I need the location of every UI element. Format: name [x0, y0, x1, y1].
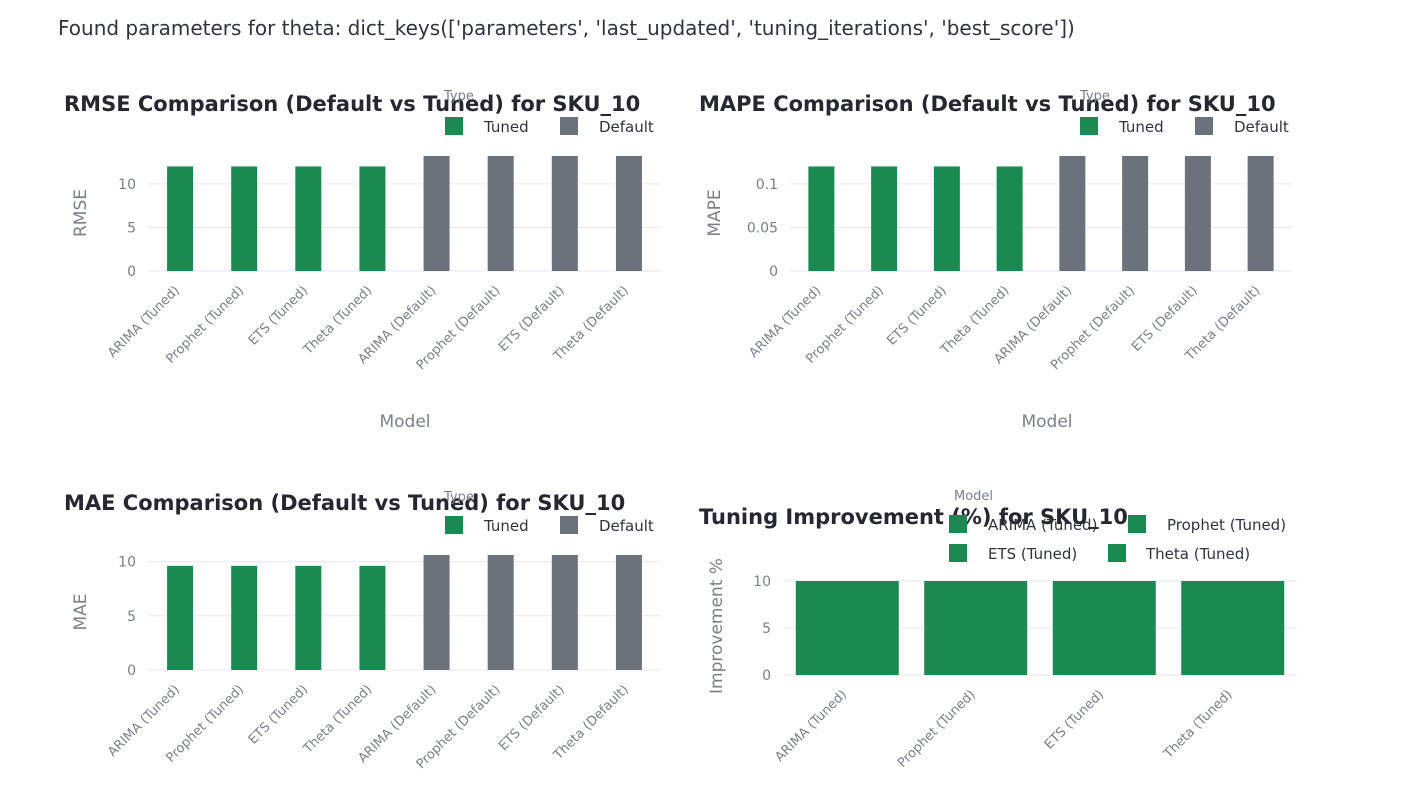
- x-tick-label: ETS (Default): [496, 682, 568, 754]
- y-tick-label: 0.05: [747, 220, 778, 236]
- bar: [167, 166, 194, 271]
- x-tick-label: ETS (Tuned): [246, 283, 311, 348]
- chart-title: MAPE Comparison (Default vs Tuned) for S…: [699, 92, 1276, 116]
- bar: [996, 166, 1023, 271]
- bar: [871, 166, 898, 271]
- y-tick-label: 10: [753, 574, 771, 590]
- x-tick-label: Theta (Tuned): [1160, 687, 1235, 762]
- bar: [423, 156, 450, 271]
- y-tick-label: 5: [762, 621, 771, 637]
- legend-label: Tuned: [483, 517, 529, 535]
- legend-title: Type: [1079, 89, 1110, 104]
- bar: [423, 555, 450, 670]
- legend-swatch: [1108, 544, 1126, 562]
- chart-title: RMSE Comparison (Default vs Tuned) for S…: [64, 92, 640, 116]
- legend-swatch: [445, 117, 463, 135]
- bar: [924, 581, 1028, 675]
- legend-label: Theta (Tuned): [1145, 545, 1250, 563]
- legend-title: Type: [443, 490, 474, 505]
- legend-swatch: [560, 516, 578, 534]
- bar: [808, 166, 835, 271]
- legend-label: Prophet (Tuned): [1167, 516, 1286, 534]
- bar: [933, 166, 960, 271]
- chart-title: Tuning Improvement (%) for SKU_10: [699, 505, 1128, 529]
- legend-label: Tuned: [483, 118, 529, 136]
- legend-title: Model: [954, 489, 993, 504]
- legend-swatch: [1128, 515, 1146, 533]
- x-tick-label: ETS (Tuned): [884, 283, 949, 348]
- legend-label: Default: [1234, 118, 1289, 136]
- bar: [487, 156, 514, 271]
- bar: [1052, 581, 1156, 675]
- y-tick-label: 0: [762, 668, 771, 684]
- legend-swatch: [949, 515, 967, 533]
- x-tick-label: ETS (Default): [1129, 283, 1201, 355]
- y-axis-title: MAE: [71, 593, 91, 630]
- y-axis-title: Improvement %: [707, 558, 727, 694]
- bar: [1059, 156, 1086, 271]
- legend-swatch: [1195, 117, 1213, 135]
- x-axis-title: Model: [1021, 412, 1072, 432]
- y-tick-label: 0: [127, 663, 136, 679]
- legend-swatch: [445, 516, 463, 534]
- x-tick-label: ARIMA (Tuned): [772, 687, 850, 765]
- x-tick-label: ETS (Tuned): [1042, 687, 1107, 752]
- y-tick-label: 0.1: [756, 177, 778, 193]
- bar: [795, 581, 899, 675]
- x-tick-label: Prophet (Tuned): [895, 687, 979, 771]
- legend-label: Default: [599, 118, 654, 136]
- x-tick-label: ETS (Tuned): [246, 682, 311, 747]
- legend-label: Tuned: [1118, 118, 1164, 136]
- y-tick-label: 10: [118, 555, 136, 571]
- y-tick-label: 5: [127, 609, 136, 625]
- bar: [551, 555, 578, 670]
- bar: [487, 555, 514, 670]
- legend-swatch: [1080, 117, 1098, 135]
- chart-title: MAE Comparison (Default vs Tuned) for SK…: [64, 491, 625, 515]
- y-tick-label: 0: [127, 264, 136, 280]
- legend-swatch: [949, 544, 967, 562]
- y-axis-title: MAPE: [705, 189, 725, 236]
- x-tick-label: ETS (Default): [496, 283, 568, 355]
- bar: [551, 156, 578, 271]
- bar: [231, 565, 258, 670]
- legend-label: ETS (Tuned): [988, 545, 1077, 563]
- bar: [359, 166, 386, 271]
- legend-title: Type: [443, 89, 474, 104]
- bar: [167, 565, 194, 670]
- y-tick-label: 5: [127, 220, 136, 236]
- bar: [295, 565, 322, 670]
- bar: [231, 166, 258, 271]
- y-tick-label: 10: [118, 177, 136, 193]
- legend-label: Default: [599, 517, 654, 535]
- bar: [1247, 156, 1274, 271]
- legend-swatch: [560, 117, 578, 135]
- x-axis-title: Model: [379, 412, 430, 432]
- bar: [1181, 581, 1285, 675]
- bar: [615, 555, 642, 670]
- bar: [1184, 156, 1211, 271]
- y-axis-title: RMSE: [71, 189, 91, 237]
- bar: [295, 166, 322, 271]
- log-caption: Found parameters for theta: dict_keys(['…: [58, 16, 1075, 40]
- bar: [1122, 156, 1149, 271]
- bar: [615, 156, 642, 271]
- legend-label: ARIMA (Tuned): [988, 516, 1097, 534]
- bar: [359, 565, 386, 670]
- y-tick-label: 0: [769, 264, 778, 280]
